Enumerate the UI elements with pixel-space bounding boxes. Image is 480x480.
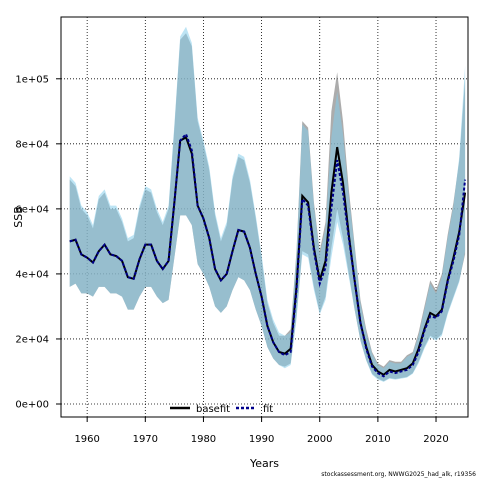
confidence-band-fit — [69, 26, 466, 382]
legend-label-fit: fit — [263, 404, 273, 415]
footer-source: stockassessment.org, NWWG2025_had_alk, r… — [321, 471, 476, 478]
y-tick-label: 8e+04 — [15, 139, 49, 150]
y-tick-label: 2e+04 — [15, 334, 49, 345]
y-tick-label: 1e+05 — [15, 74, 49, 85]
series-line-fit — [69, 132, 467, 378]
y-axis-title: SSB — [12, 206, 25, 228]
series-lines — [69, 132, 467, 378]
legend-label-basefit: basefit — [196, 404, 230, 415]
y-axis: 0e+00 2e+04 4e+04 6e+04 8e+04 1e+05 — [15, 74, 61, 410]
y-tick-label: 6e+04 — [15, 204, 49, 215]
x-tick-label: 1980 — [191, 434, 216, 445]
x-tick-label: 2010 — [365, 434, 390, 445]
y-tick-label: 4e+04 — [15, 269, 49, 280]
grid — [61, 17, 468, 417]
plot-frame — [60, 16, 469, 418]
x-tick-label: 1990 — [249, 434, 274, 445]
x-axis: 1960 1970 1980 1990 2000 2010 2020 — [74, 417, 449, 445]
x-tick-label: 2020 — [423, 434, 448, 445]
legend: basefit fit — [170, 404, 273, 415]
bands — [69, 26, 466, 382]
x-tick-label: 2000 — [307, 434, 332, 445]
x-axis-title: Years — [249, 457, 279, 470]
x-tick-label: 1970 — [133, 434, 158, 445]
x-tick-label: 1960 — [74, 434, 99, 445]
y-tick-label: 0e+00 — [15, 399, 49, 410]
